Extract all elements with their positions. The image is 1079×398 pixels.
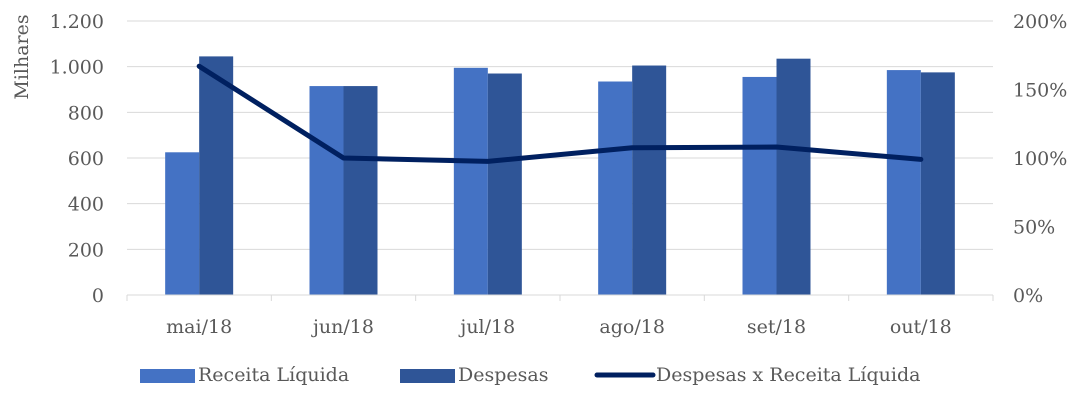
bar-despesas [344,86,378,295]
x-tick-label: out/18 [890,316,952,338]
y2-tick-label: 150% [1013,80,1067,102]
y2-tick-label: 0% [1013,285,1043,307]
y-tick-label: 0 [92,285,104,307]
bar-despesas [488,74,522,295]
y2-tick-label: 50% [1013,217,1055,239]
legend: Receita Líquida Despesas Despesas x Receit… [140,364,920,386]
y2-tick-label: 100% [1013,148,1067,170]
legend-label: Despesas [458,364,548,386]
legend-swatch-despesas [400,369,455,383]
bar-receita-liquida [165,152,199,295]
x-tick-label: jun/18 [311,316,374,338]
bar-receita-liquida [743,77,777,295]
x-tick-label: set/18 [747,316,806,338]
line-despesas-x-receita [199,66,921,161]
bar-receita-liquida [887,70,921,295]
legend-label: Despesas x Receita Líquida [656,364,920,386]
bar-receita-liquida [598,82,632,295]
bar-despesas [921,72,955,295]
x-tick-label: mai/18 [166,316,232,338]
ratio-line [199,66,921,161]
bar-receita-liquida [310,86,344,295]
y-axis-title: Milhares [11,14,33,99]
bar-despesas [632,66,666,295]
bars [165,56,955,295]
y-tick-label: 1.000 [50,57,104,79]
y2-tick-label: 200% [1013,11,1067,33]
legend-label: Receita Líquida [198,364,349,386]
bar-despesas [199,56,233,295]
x-tick-label: ago/18 [599,316,665,338]
y-tick-label: 400 [68,194,104,216]
bar-receita-liquida [454,68,488,295]
x-tick-label: jul/18 [458,316,515,338]
legend-swatch-receita-liquida [140,369,195,383]
gridlines [127,21,993,249]
y-tick-label: 800 [68,102,104,124]
bar-despesas [777,59,811,295]
y-tick-label: 1.200 [50,11,104,33]
y-tick-label: 200 [68,239,104,261]
y-tick-label: 600 [68,148,104,170]
